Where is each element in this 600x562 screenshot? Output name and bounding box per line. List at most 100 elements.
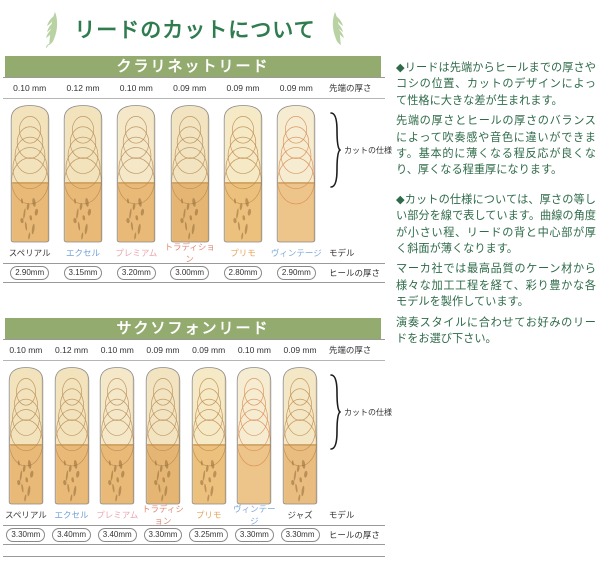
rule [3, 525, 385, 526]
note-text: リードは先端からヒールまでの厚さやコシの位置、カットのデザインによって性格に大き… [396, 62, 596, 107]
tip-thickness-value: 0.09 mm [173, 83, 207, 93]
tip-thickness-label: 先端の厚さ [328, 83, 372, 93]
model-name: プレミアム [96, 510, 139, 520]
model-name: スペリアル [4, 510, 47, 520]
heel-thickness-value-wrap: 2.90mm [3, 266, 56, 280]
reed-illustration-トラディション [163, 103, 216, 243]
heel-thickness-value: 3.30mm [280, 528, 320, 542]
tip-thickness-value: 0.10 mm [13, 83, 47, 93]
tip-thickness-row: 0.10 mm 0.12 mm 0.10 mm 0.09 mm 0.09 mm 0.09 … [3, 78, 385, 98]
reed-illustration-スペリアル [3, 103, 56, 243]
rule [3, 339, 385, 340]
reed-illustrations: カットの仕様 [3, 365, 392, 505]
page-title-text: リードのカットについて [74, 19, 316, 42]
rule [3, 544, 385, 545]
bottom-rule [3, 556, 385, 557]
tip-thickness-row: 0.10 mm 0.12 mm 0.10 mm 0.09 mm 0.09 mm 0.10 … [3, 340, 385, 360]
cut-spec-brace: カットの仕様 [329, 111, 392, 189]
reed-illustrations: カットの仕様 [3, 103, 392, 243]
heel-thickness-value-wrap: 3.30mm [3, 528, 49, 542]
note-paragraph: ◆リードは先端からヒールまでの厚さやコシの位置、カットのデザインによって性格に大… [396, 60, 596, 109]
heel-thickness-value-wrap: 3.00mm [163, 266, 216, 280]
reed-illustration-エクセル [49, 365, 95, 505]
section-title-clarinet: クラリネットリード [5, 56, 381, 77]
tip-thickness-value: 0.12 mm [66, 83, 100, 93]
model-name: スペリアル [8, 248, 51, 258]
heel-thickness-value-wrap: 3.30mm [277, 528, 323, 542]
page-title: リードのカットについて [0, 6, 390, 52]
heel-thickness-value-wrap: 2.90mm [270, 266, 323, 280]
note-text: 演奏スタイルに合わせてお好みのリードをお選び下さい。 [396, 316, 596, 346]
heel-thickness-value: 2.80mm [223, 266, 263, 280]
heel-thickness-value: 3.30mm [143, 528, 183, 542]
heel-thickness-value-wrap: 3.30mm [232, 528, 278, 542]
model-name: プリモ [230, 248, 256, 258]
model-label: モデル [328, 510, 355, 520]
section-title-saxophone: サクソフォンリード [5, 318, 381, 339]
model-name: トラディション [164, 242, 215, 264]
heel-thickness-value: 3.15mm [63, 266, 103, 280]
note-text: 先端の厚さとヒールの厚さのバランスによって吹奏感や音色に違いができます。基本的に… [396, 115, 596, 177]
tip-thickness-value: 0.09 mm [146, 345, 180, 355]
tip-thickness-value: 0.09 mm [226, 83, 260, 93]
tip-thickness-value: 0.10 mm [119, 83, 153, 93]
model-name: プリモ [195, 510, 222, 520]
tip-thickness-value: 0.10 mm [100, 345, 134, 355]
note-text: マーカ社では最高品質のケーン材から様々な加工工程を経て、彩り豊かな各モデルを製作… [396, 263, 596, 309]
note-paragraph: 演奏スタイルに合わせてお好みのリードをお選び下さい。 [396, 315, 596, 348]
model-label: モデル [328, 248, 355, 258]
note-text: カットの仕様については、厚さの等しい部分を線で表しています。曲線の角度が小さい程… [396, 193, 596, 256]
rule [3, 263, 385, 264]
rule [3, 360, 385, 361]
leaf-ornament-left-icon [46, 12, 58, 48]
heel-thickness-value-wrap: 3.25mm [186, 528, 232, 542]
heel-thickness-value-wrap: 3.40mm [94, 528, 140, 542]
note-paragraph: マーカ社では最高品質のケーン材から様々な加工工程を経て、彩り豊かな各モデルを製作… [396, 261, 596, 310]
heel-thickness-value: 3.40mm [52, 528, 91, 542]
reed-section-saxophone: サクソフォンリード 0.10 mm 0.12 mm 0.10 mm 0.09 mm 0.0… [0, 318, 392, 545]
reed-illustration-スペリアル [3, 365, 49, 505]
heel-thickness-label: ヒールの厚さ [328, 530, 380, 540]
model-name: エクセル [65, 248, 100, 258]
cut-spec-label: カットの仕様 [344, 407, 392, 417]
diamond-bullet-icon: ◆ [396, 62, 405, 74]
note-paragraph: ◆カットの仕様については、厚さの等しい部分を線で表しています。曲線の角度が小さい… [396, 192, 596, 258]
leaf-ornament-right-icon [332, 12, 344, 45]
reed-illustration-ジャズ [277, 365, 323, 505]
tip-thickness-value: 0.09 mm [192, 345, 226, 355]
heel-thickness-row: 2.90mm 3.15mm 3.20mm 3.00mm 2.80mm 2.90mm ヒールの… [3, 264, 385, 282]
heel-thickness-value: 3.00mm [170, 266, 210, 280]
rule [3, 282, 385, 283]
heel-thickness-value: 3.20mm [116, 266, 156, 280]
tip-thickness-value: 0.10 mm [9, 345, 43, 355]
tip-thickness-value: 0.09 mm [283, 345, 317, 355]
tip-thickness-value: 0.09 mm [279, 83, 313, 93]
heel-thickness-value: 3.30mm [234, 528, 274, 542]
cut-spec-label: カットの仕様 [344, 145, 392, 155]
model-name: ヴィンテージ [270, 248, 322, 258]
note-paragraph: 先端の厚さとヒールの厚さのバランスによって吹奏感や音色に違いができます。基本的に… [396, 113, 596, 179]
tip-thickness-value: 0.12 mm [55, 345, 89, 355]
reed-section-clarinet: クラリネットリード 0.10 mm 0.12 mm 0.10 mm 0.09 mm 0.0… [0, 56, 392, 283]
heel-thickness-value-wrap: 3.30mm [140, 528, 186, 542]
reed-illustration-ヴィンテージ [270, 103, 323, 243]
model-name: ヴィンテージ [233, 504, 276, 526]
cut-spec-brace: カットの仕様 [329, 373, 392, 451]
heel-thickness-value-wrap: 3.20mm [110, 266, 163, 280]
rule [3, 77, 385, 78]
model-row: スペリアル エクセル プレミアム トラディション プリモ ヴィンテージ モデル [3, 242, 385, 264]
model-row: スペリアル エクセル プレミアム トラディション プリモ ヴィンテージ ジャズ モデル [3, 504, 385, 526]
rule [3, 98, 385, 99]
reed-illustration-トラディション [140, 365, 186, 505]
reed-illustration-ヴィンテージ [232, 365, 278, 505]
heel-thickness-value: 3.40mm [97, 528, 137, 542]
heel-thickness-value-wrap: 3.15mm [56, 266, 109, 280]
tip-thickness-label: 先端の厚さ [328, 345, 372, 355]
heel-thickness-value-wrap: 3.40mm [49, 528, 95, 542]
model-name: ジャズ [287, 510, 313, 520]
heel-thickness-value: 3.30mm [6, 528, 46, 542]
heel-thickness-value: 2.90mm [10, 266, 50, 280]
reed-illustration-プリモ [186, 365, 232, 505]
reed-illustration-プレミアム [110, 103, 163, 243]
